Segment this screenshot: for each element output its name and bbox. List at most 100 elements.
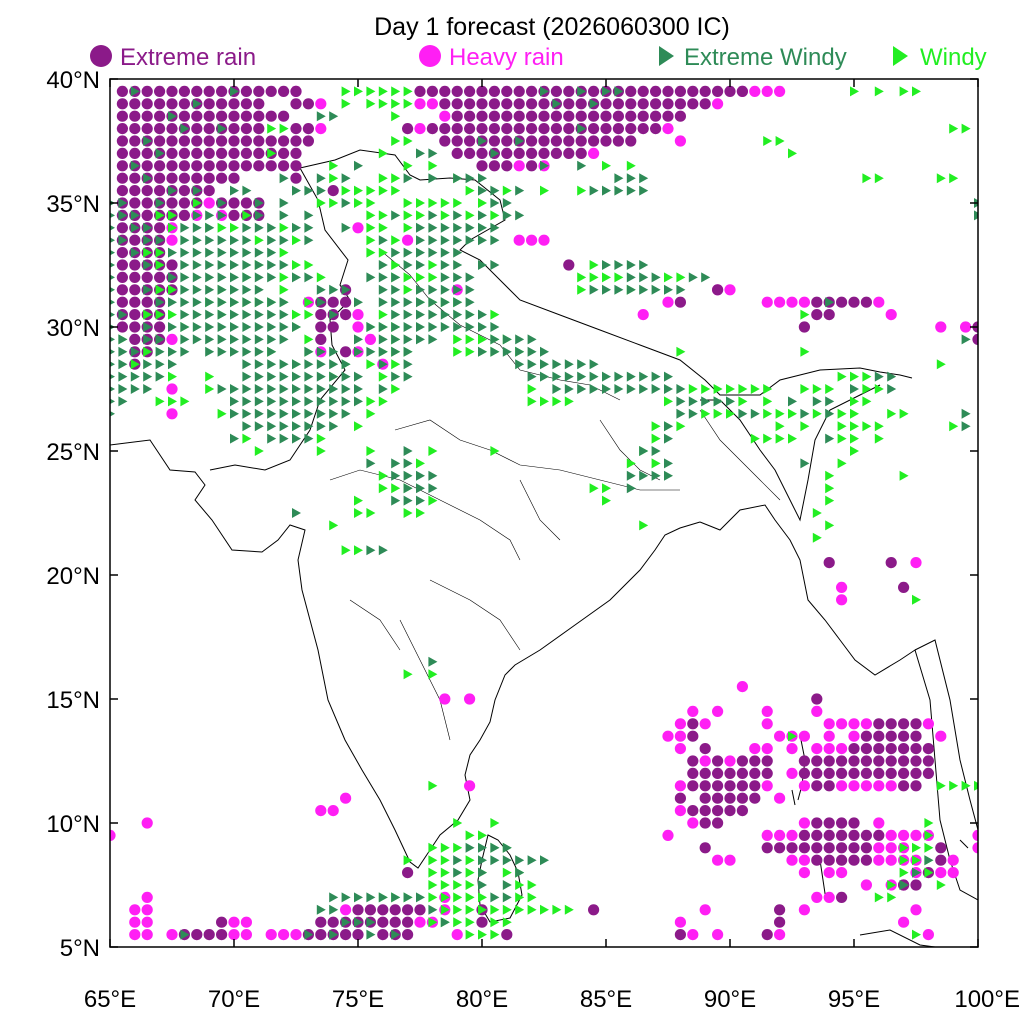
heavy-rain-marker [972, 829, 978, 841]
extreme-windy-marker [366, 917, 376, 928]
extreme-rain-marker [464, 147, 476, 159]
y-tick-label: 10°N [46, 811, 100, 838]
extreme-rain-marker [538, 135, 550, 147]
extreme-windy-marker [341, 198, 351, 208]
extreme-windy-marker [552, 359, 562, 370]
windy-marker [341, 98, 351, 109]
extreme-windy-marker [961, 334, 971, 345]
extreme-windy-marker [391, 284, 401, 295]
extreme-rain-marker [402, 916, 414, 928]
extreme-windy-marker [341, 408, 351, 419]
extreme-windy-marker [378, 346, 388, 357]
extreme-windy-marker [465, 309, 475, 320]
windy-marker [850, 408, 859, 419]
heavy-rain-marker [935, 730, 947, 742]
extreme-windy-marker [254, 222, 264, 233]
extreme-windy-marker [589, 384, 599, 394]
extreme-windy-marker [912, 867, 921, 878]
extreme-windy-marker [316, 384, 326, 394]
extreme-rain-marker [836, 842, 848, 854]
extreme-rain-marker [724, 805, 736, 817]
windy-marker [378, 98, 388, 109]
extreme-windy-marker [180, 260, 190, 270]
extreme-rain-marker [141, 160, 153, 172]
extreme-windy-marker [254, 371, 264, 382]
windy-marker [515, 904, 525, 915]
extreme-windy-marker [254, 322, 264, 332]
windy-marker [403, 136, 413, 146]
extreme-windy-marker [403, 371, 413, 382]
extreme-windy-marker [205, 235, 215, 246]
windy-marker [490, 929, 500, 940]
extreme-windy-marker [341, 892, 351, 903]
extreme-windy-marker [217, 210, 227, 221]
windy-marker [279, 222, 289, 233]
extreme-windy-marker [453, 173, 463, 184]
extreme-rain-marker [154, 172, 166, 184]
heavy-rain-marker [364, 333, 376, 345]
extreme-windy-marker [180, 322, 190, 332]
heavy-rain-marker [352, 321, 364, 333]
extreme-windy-marker [589, 185, 599, 196]
extreme-rain-marker [575, 135, 587, 147]
windy-marker [874, 433, 884, 444]
windy-marker [292, 309, 301, 320]
extreme-windy-marker [267, 309, 277, 320]
extreme-windy-marker [118, 346, 128, 357]
extreme-rain-marker [811, 854, 823, 866]
heavy-rain-marker [786, 829, 798, 842]
heavy-rain-marker [935, 867, 947, 879]
extreme-rain-marker [178, 197, 190, 209]
heavy-rain-marker [712, 929, 724, 941]
extreme-windy-marker [378, 545, 388, 556]
extreme-windy-marker [242, 284, 252, 295]
heavy-rain-marker [860, 718, 873, 730]
extreme-rain-marker [575, 147, 587, 159]
extreme-windy-marker [416, 284, 425, 295]
windy-marker [168, 284, 177, 295]
windy-marker [912, 855, 921, 866]
extreme-windy-marker [403, 322, 413, 332]
extreme-rain-marker [612, 110, 625, 122]
extreme-windy-marker [416, 470, 425, 481]
windy-marker [403, 284, 413, 295]
extreme-windy-marker [453, 867, 463, 878]
heavy-rain-marker [724, 284, 736, 296]
windy-marker [713, 384, 723, 394]
extreme-windy-marker [440, 222, 450, 233]
extreme-windy-marker [527, 371, 537, 382]
extreme-windy-marker [192, 322, 202, 332]
windy-marker [825, 384, 835, 394]
extreme-rain-marker [216, 85, 228, 97]
extreme-windy-marker [614, 371, 624, 382]
extreme-rain-marker [637, 85, 649, 97]
plot-frame [109, 78, 979, 948]
extreme-rain-marker [687, 718, 699, 730]
windy-marker [143, 309, 153, 320]
windy-marker [949, 173, 959, 184]
windy-marker [316, 446, 326, 456]
extreme-windy-marker [205, 309, 215, 320]
extreme-rain-marker [116, 222, 128, 234]
heavy-rain-marker [141, 891, 153, 904]
windy-marker [602, 495, 611, 506]
windy-marker [800, 309, 810, 320]
extreme-windy-marker [478, 185, 487, 196]
windy-marker [490, 904, 500, 915]
extreme-windy-marker [316, 408, 326, 419]
extreme-windy-marker [267, 396, 277, 407]
windy-marker [254, 235, 264, 246]
extreme-rain-marker [327, 185, 339, 197]
extreme-rain-marker [240, 85, 252, 97]
windy-marker [230, 222, 239, 233]
heavy-rain-marker [141, 929, 153, 941]
extreme-windy-marker [453, 272, 463, 283]
extreme-rain-marker [116, 271, 128, 283]
extreme-windy-marker [453, 297, 463, 308]
extreme-rain-marker [873, 743, 885, 755]
extreme-windy-marker [304, 235, 314, 246]
extreme-rain-marker [736, 792, 749, 804]
extreme-windy-marker [428, 470, 438, 481]
extreme-windy-marker [391, 371, 401, 382]
extreme-rain-marker [724, 792, 736, 804]
